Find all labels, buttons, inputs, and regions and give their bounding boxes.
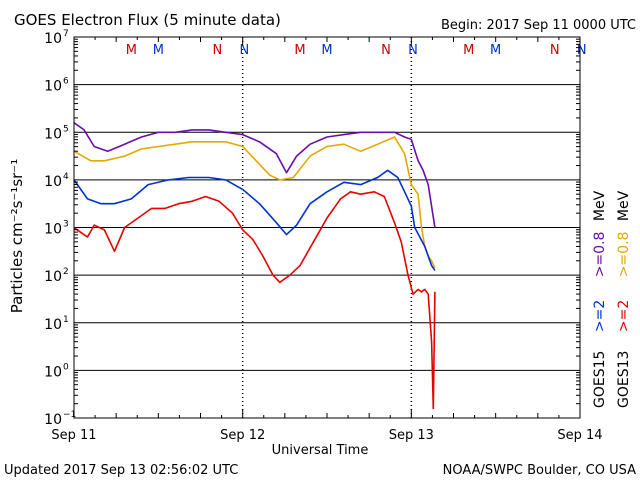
y-tick-exponent: 2	[63, 267, 69, 277]
event-marker: N	[239, 43, 249, 58]
y-tick-label: 10	[44, 31, 62, 47]
y-tick-exponent: 6	[63, 77, 69, 87]
series-line-2	[73, 169, 436, 271]
y-tick-label: 10	[44, 79, 62, 95]
event-marker: N	[577, 43, 587, 58]
y-tick-exponent: 7	[63, 29, 69, 39]
y-tick-label: 10	[44, 126, 62, 142]
y-tick-exponent: −1	[63, 410, 76, 420]
event-marker: N	[408, 43, 418, 58]
series-group	[73, 122, 436, 410]
y-tick-exponent: 4	[63, 172, 69, 182]
event-marker: M	[126, 43, 137, 58]
y-axis-label: Particles cm⁻²s⁻¹sr⁻¹	[8, 159, 26, 313]
legend-goes13-ge2: GOES13 >=2 >=0.8 MeV	[616, 190, 632, 408]
y-tick-label: 10	[44, 317, 62, 333]
chart-title: GOES Electron Flux (5 minute data)	[14, 11, 281, 29]
y-tick-label: 10	[44, 222, 62, 238]
legend-goes15-ge2: GOES15 >=2 >=0.8 MeV	[592, 190, 608, 408]
series-line-0	[73, 122, 436, 228]
y-tick-label: 10	[44, 364, 62, 380]
event-marker: N	[550, 43, 560, 58]
credit-label: NOAA/SWPC Boulder, CO USA	[443, 463, 636, 478]
x-tick-label: Sep 13	[389, 428, 434, 443]
event-marker: M	[490, 43, 501, 58]
plot-frame	[73, 36, 581, 419]
event-marker: N	[212, 43, 222, 58]
event-marker: M	[463, 43, 474, 58]
event-marker: M	[321, 43, 332, 58]
series-line-3	[73, 191, 436, 410]
y-tick-exponent: 1	[63, 315, 69, 325]
x-tick-label: Sep 12	[220, 428, 265, 443]
event-marker: M	[153, 43, 164, 58]
y-tick-label: 10	[44, 269, 62, 285]
event-marker: M	[294, 43, 305, 58]
series-line-1	[73, 136, 436, 269]
legend: GOES15 >=2 >=0.8 MeV GOES13 >=2 >=0.8 Me…	[592, 190, 632, 408]
y-tick-exponent: 5	[63, 124, 69, 134]
begin-label: Begin: 2017 Sep 11 0000 UTC	[441, 18, 636, 33]
x-tick-label: Sep 14	[557, 428, 602, 443]
updated-timestamp: Updated 2017 Sep 13 02:56:02 UTC	[4, 463, 238, 478]
y-tick-exponent: 3	[63, 220, 69, 230]
event-marker: N	[381, 43, 391, 58]
y-tick-exponent: 0	[63, 362, 69, 372]
y-tick-label: 10	[44, 412, 62, 428]
x-axis-label: Universal Time	[272, 443, 369, 458]
y-tick-label: 10	[44, 174, 62, 190]
x-tick-label: Sep 11	[51, 428, 96, 443]
